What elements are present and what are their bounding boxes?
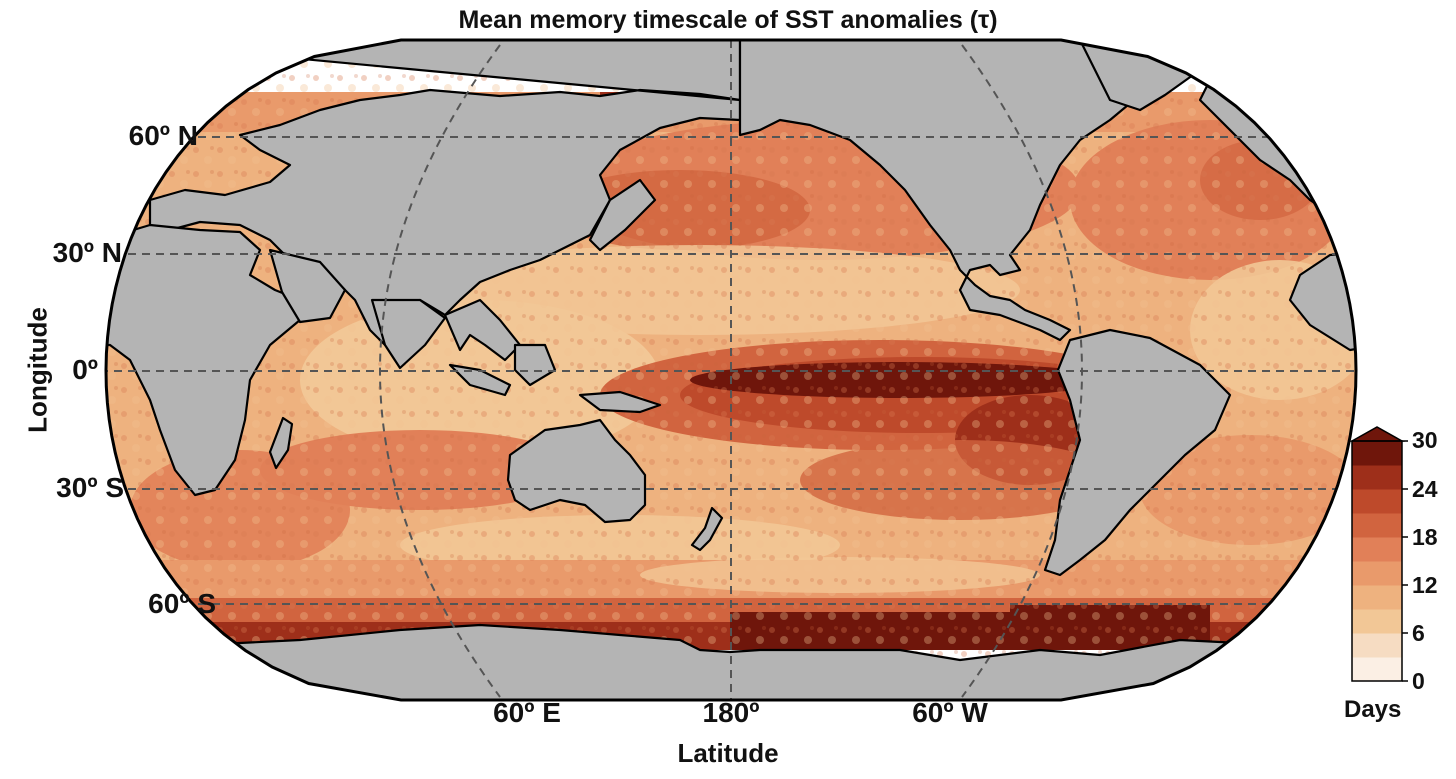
lon-tick-60e: 60º E <box>493 697 561 728</box>
colorbar-segment <box>1352 537 1402 562</box>
arabia <box>268 248 347 324</box>
new-guinea <box>578 390 662 414</box>
eurasia <box>106 40 742 347</box>
lon-tick-180: 180º <box>702 697 760 728</box>
gridline-60w <box>961 44 1083 698</box>
indonesia <box>448 363 512 397</box>
lat-tick-30n: 30º N <box>52 237 122 268</box>
japan <box>588 178 657 252</box>
colorbar <box>1349 426 1408 682</box>
borneo <box>513 343 557 387</box>
colorbar-segment <box>1352 609 1402 634</box>
colorbar-tick: 6 <box>1412 620 1425 646</box>
map-boundary <box>104 38 1358 702</box>
colorbar-segment <box>1352 513 1402 538</box>
africa-east-edge <box>1288 248 1356 352</box>
colorbar-segment <box>1352 657 1402 682</box>
lat-tick-60n: 60º N <box>128 120 198 151</box>
north-america <box>738 40 1142 342</box>
gridline-60e <box>379 44 501 698</box>
new-zealand <box>690 506 724 552</box>
colorbar-unit: Days <box>1344 696 1402 723</box>
colorbar-segment <box>1352 633 1402 658</box>
colorbar-segment <box>1352 489 1402 514</box>
australia <box>506 418 647 524</box>
se-asia <box>443 298 522 362</box>
colorbar-segment <box>1352 561 1402 586</box>
madagascar <box>268 416 294 470</box>
lon-tick-60w: 60º W <box>912 697 988 728</box>
lat-tick-60s: 60º S <box>148 588 216 619</box>
y-axis-title: Longitude <box>22 307 53 433</box>
colorbar-segment <box>1352 585 1402 610</box>
colorbar-tick: 30 <box>1412 427 1438 453</box>
x-axis-title: Latitude <box>677 738 779 768</box>
colorbar-tick: 0 <box>1412 668 1425 694</box>
africa <box>106 223 322 497</box>
colorbar-segment <box>1352 465 1402 490</box>
lat-tick-30s: 30º S <box>56 472 124 503</box>
gridlines <box>106 40 1356 700</box>
colorbar-extend-arrow <box>1349 426 1405 442</box>
south-america <box>1043 328 1232 577</box>
lat-tick-0: 0º <box>72 354 98 385</box>
map-title: Mean memory timescale of SST anomalies (… <box>458 6 998 34</box>
india <box>370 298 447 370</box>
colorbar-segment <box>1352 441 1402 466</box>
colorbar-tick: 12 <box>1412 572 1438 598</box>
colorbar-border <box>1351 440 1403 682</box>
colorbar-tick: 24 <box>1412 476 1438 502</box>
colorbar-tick: 18 <box>1412 524 1438 550</box>
